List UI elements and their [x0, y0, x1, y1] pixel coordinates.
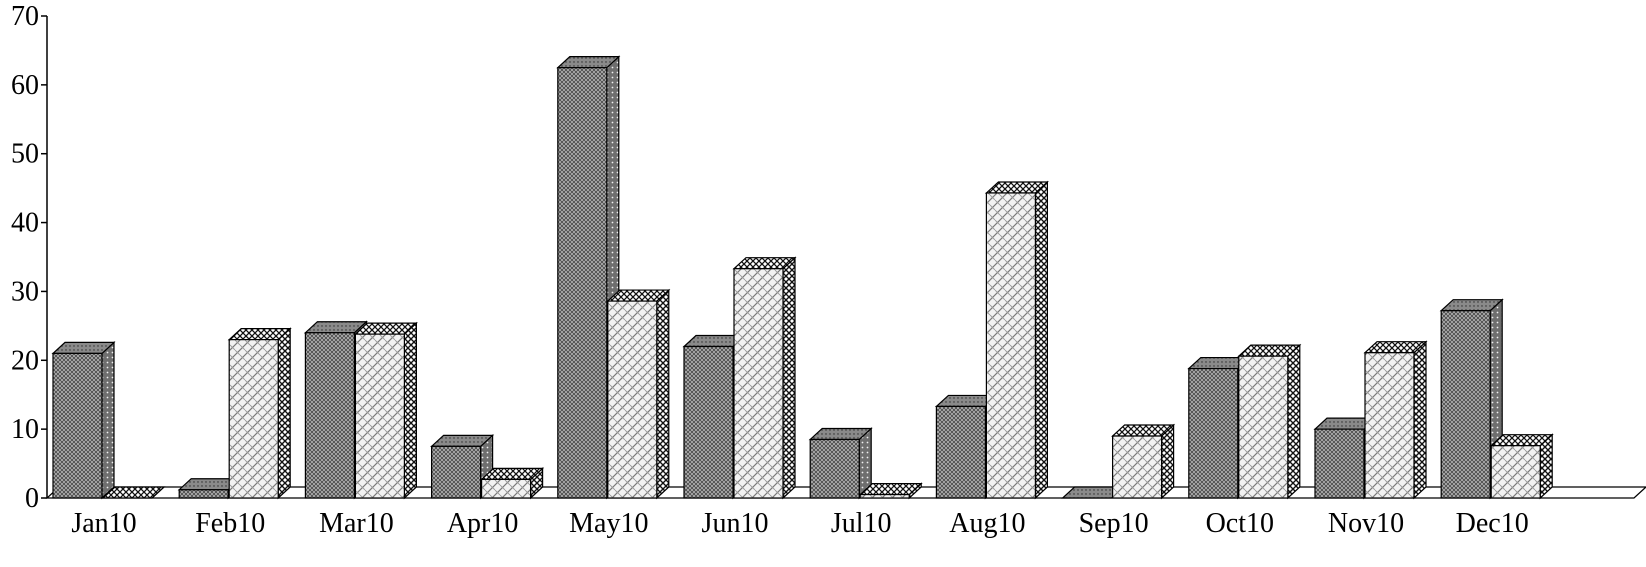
y-tick-label: 70	[11, 1, 39, 32]
bar-top	[101, 486, 166, 499]
y-tick-label: 30	[11, 276, 39, 307]
bar-front	[985, 192, 1037, 499]
x-tick-label: Nov10	[1328, 508, 1404, 539]
x-tick-label: Jul10	[831, 508, 892, 539]
y-tick-label: 50	[11, 139, 39, 170]
bar-side	[277, 327, 291, 500]
bar-front	[859, 493, 910, 499]
bar-side	[1413, 340, 1427, 500]
x-tick-label: May10	[569, 508, 648, 539]
bar-front	[178, 489, 229, 499]
y-axis: 0 10 20 30 40 50 60 70	[11, 1, 48, 514]
bar-Jan10-series-2	[101, 486, 166, 499]
bar-front	[683, 345, 734, 499]
bar-front	[809, 438, 860, 499]
bar-front	[52, 352, 103, 499]
bar-side	[1287, 343, 1301, 500]
bars	[51, 55, 1554, 500]
bar-Jul10-series-2	[858, 482, 923, 500]
y-tick-label: 60	[11, 70, 39, 101]
bar-Jun10-series-2	[732, 256, 797, 500]
bar-front	[733, 268, 784, 499]
bar-side	[656, 288, 670, 500]
bar-front	[1188, 367, 1239, 499]
bar-Feb10-series-2	[227, 327, 292, 500]
bar-front	[607, 300, 658, 499]
bar-Jul10-series-1	[808, 427, 873, 500]
x-tick-label: Apr10	[447, 508, 519, 539]
bar-Dec10-series-2	[1489, 433, 1554, 500]
bar-front	[1440, 310, 1491, 499]
bar-front	[354, 333, 405, 499]
bar-Mar10-series-2	[353, 321, 418, 500]
bar-Sep10-series-2	[1111, 423, 1176, 500]
bar-Oct10-series-2	[1237, 343, 1302, 500]
bar-front	[1314, 428, 1365, 499]
x-tick-label: Sep10	[1079, 508, 1149, 539]
x-tick-label: Aug10	[949, 508, 1025, 539]
bar-Nov10-series-2	[1363, 340, 1428, 500]
x-tick-label: Oct10	[1206, 508, 1274, 539]
x-tick-label: Dec10	[1456, 508, 1529, 539]
bar-Aug10-series-2	[984, 180, 1049, 500]
bar-Jan10-series-1	[51, 341, 116, 500]
bar-side	[101, 341, 115, 500]
bar-front	[1238, 355, 1289, 499]
bar-front	[481, 478, 532, 499]
y-tick-label: 40	[11, 208, 39, 239]
x-axis-labels: Jan10 Feb10 Mar10 Apr10 May10 Jun10 Jul10 Aug10…	[71, 508, 1528, 539]
bar-Apr10-series-1	[430, 433, 495, 500]
bar-side	[782, 256, 796, 500]
x-tick-label: Mar10	[319, 508, 394, 539]
bar-side	[1160, 423, 1175, 500]
bar-side	[403, 321, 417, 500]
bar-front	[304, 332, 355, 499]
bar-side	[1034, 180, 1049, 500]
x-tick-label: Feb10	[195, 508, 265, 539]
bar-front	[935, 405, 987, 499]
bar-front	[557, 67, 608, 499]
bar-front	[228, 339, 279, 499]
x-tick-label: Jun10	[702, 508, 769, 539]
x-tick-label: Jan10	[71, 508, 136, 539]
y-tick-label: 10	[11, 414, 39, 445]
y-tick-label: 20	[11, 345, 39, 376]
bar-front	[1364, 352, 1415, 499]
bar-Apr10-series-2	[480, 467, 545, 500]
y-tick-label: 0	[25, 483, 39, 514]
bar-front	[431, 445, 482, 499]
bar-May10-series-2	[606, 288, 671, 500]
bar-front	[1111, 435, 1163, 499]
bar-front	[1490, 445, 1541, 499]
